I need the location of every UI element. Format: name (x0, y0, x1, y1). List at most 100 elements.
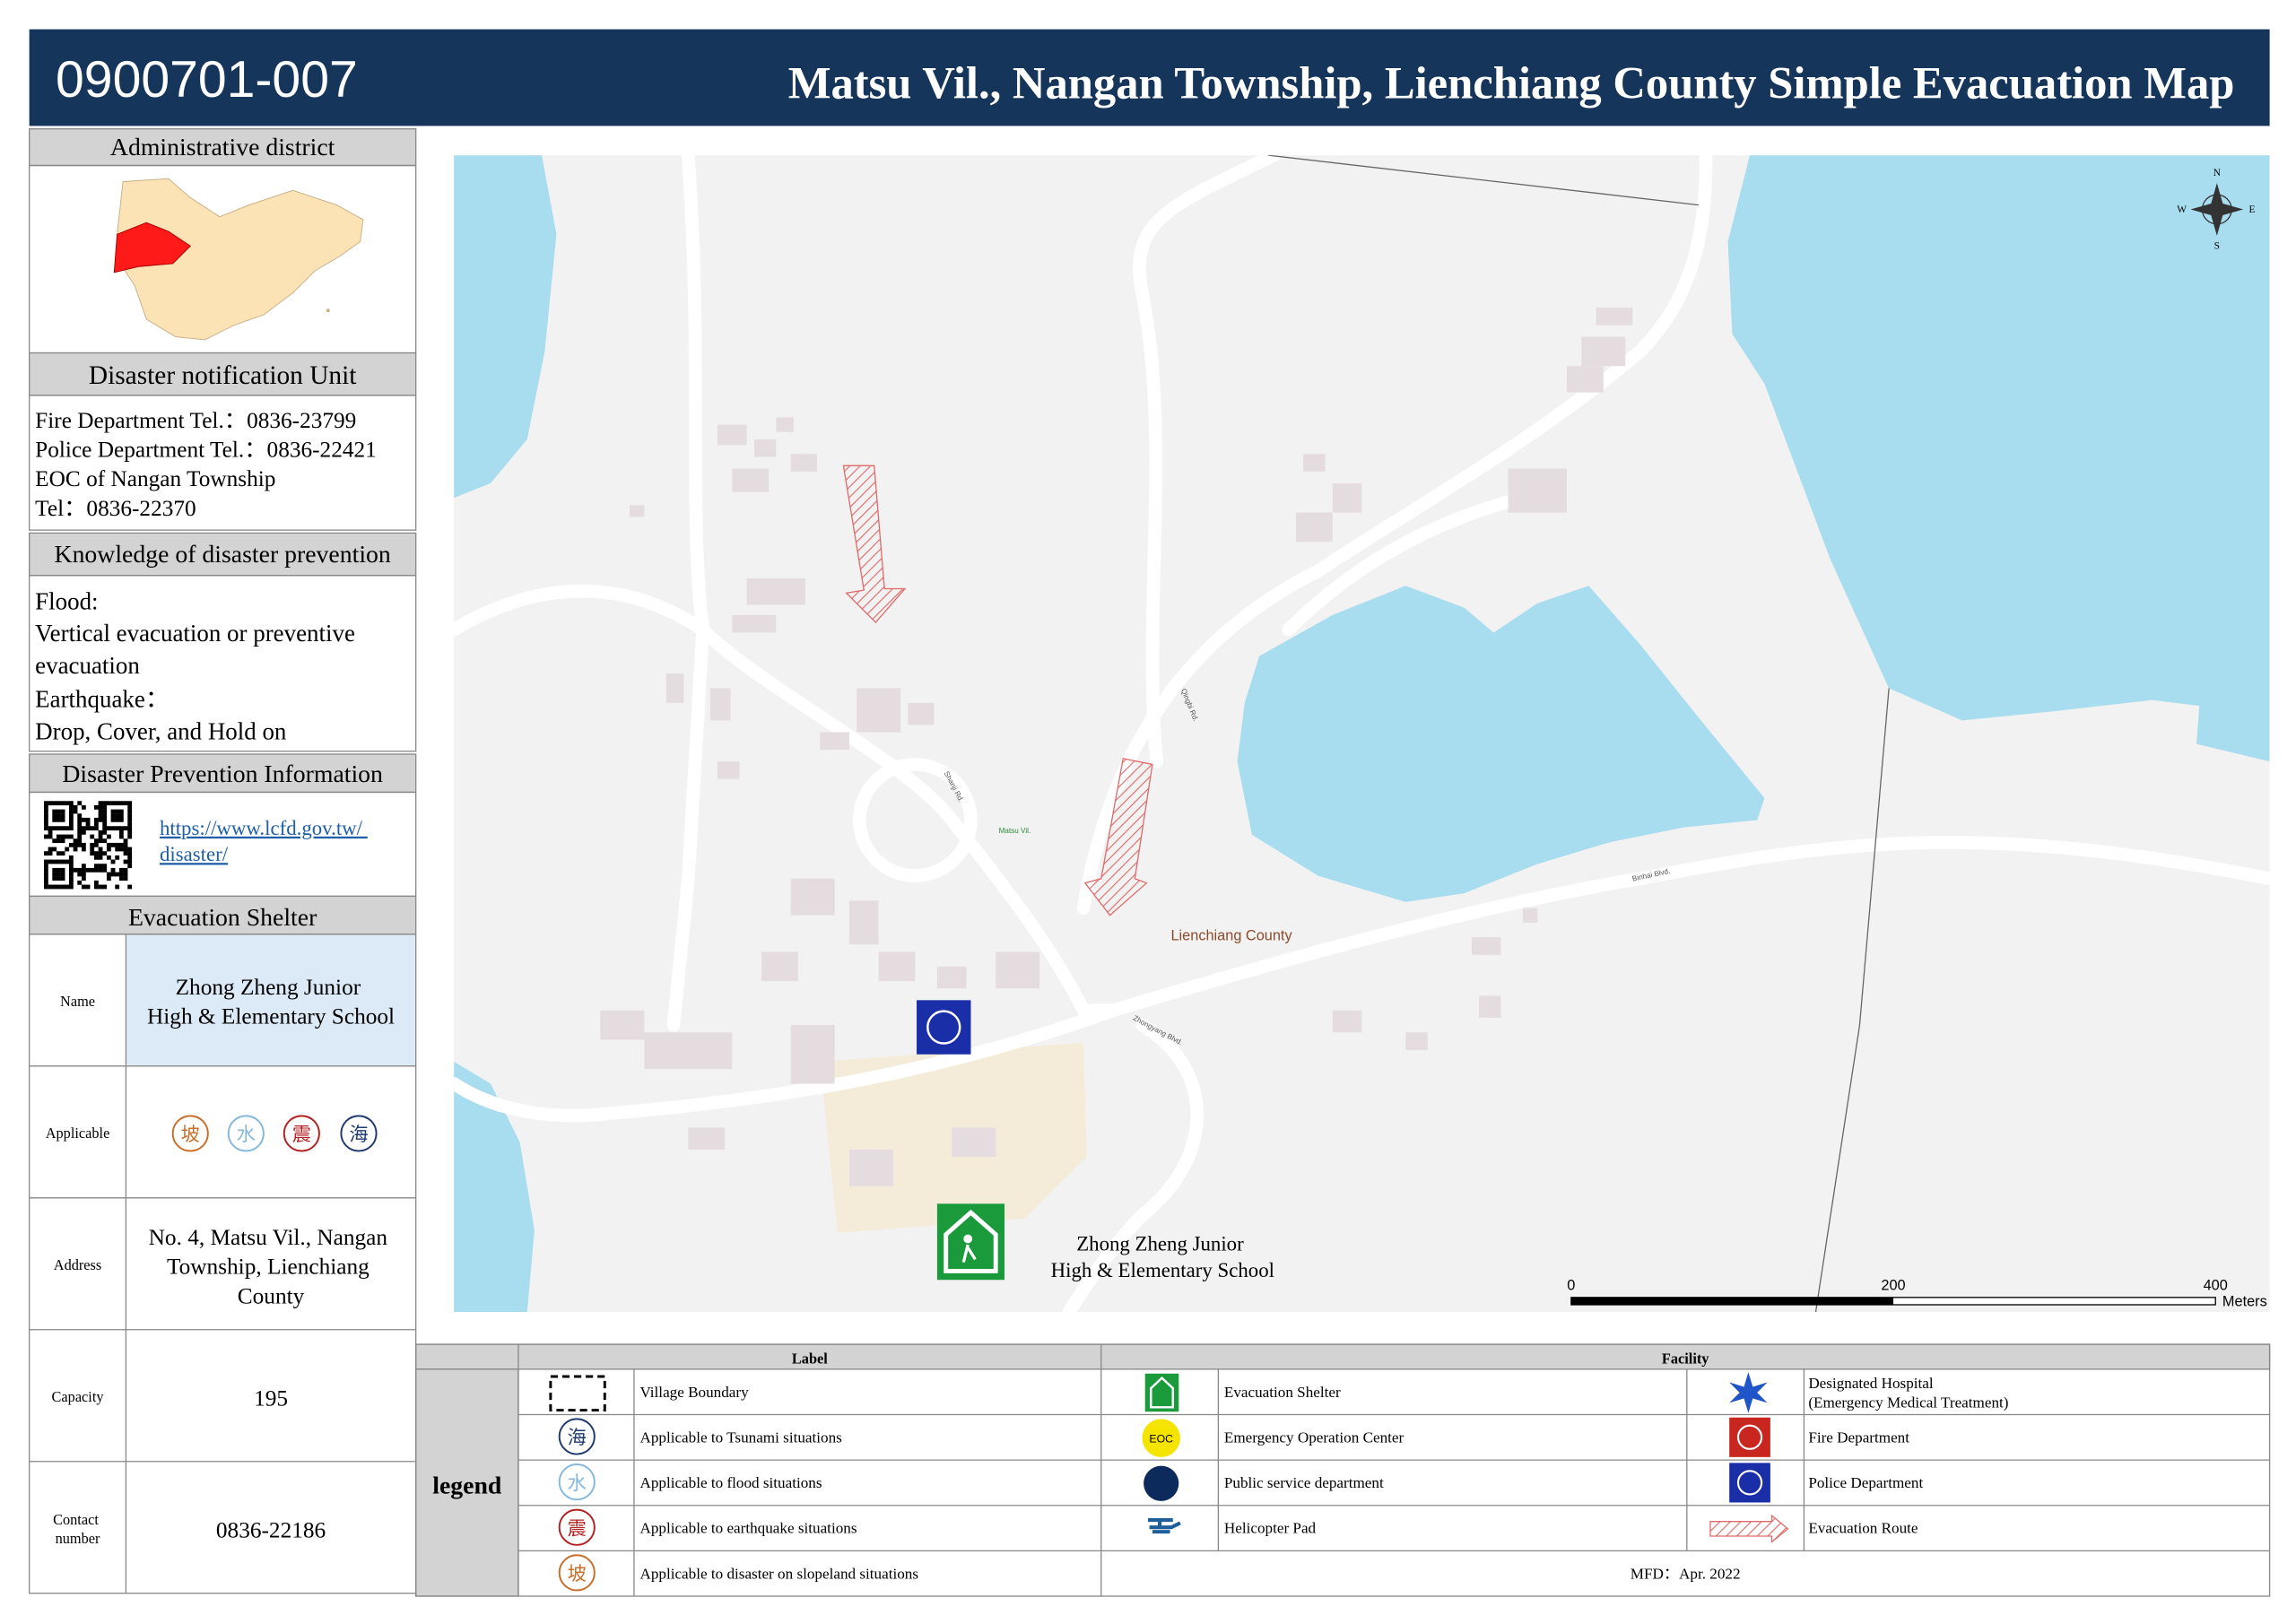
section-heading: Evacuation Shelter (128, 904, 317, 932)
icon-char: 海 (349, 1124, 368, 1145)
group (600, 307, 1633, 1186)
qr-module (85, 826, 91, 831)
qr-module (43, 884, 48, 890)
compass: N S E W (2177, 168, 2255, 252)
qr-module (73, 804, 78, 810)
qr-module (52, 847, 57, 852)
building (718, 424, 747, 446)
map-shape (1148, 1518, 1181, 1534)
qr-module (52, 884, 57, 890)
qr-module (56, 838, 61, 844)
qr-module (65, 859, 70, 864)
text-line: Zhong Zheng Junior (176, 975, 361, 1000)
qr-module (118, 813, 124, 819)
qr-module (118, 834, 124, 839)
group (1267, 155, 1890, 1313)
building (776, 417, 794, 432)
qr-module (77, 826, 83, 831)
map-shape (1570, 1297, 1894, 1306)
info-link[interactable]: https://www.lcfd.gov.tw/ disaster/ (160, 817, 368, 865)
link-line[interactable]: https://www.lcfd.gov.tw/ (160, 817, 363, 839)
qr-module (106, 847, 111, 852)
building (857, 688, 901, 733)
qr-module (110, 872, 116, 877)
qr-module (85, 821, 91, 827)
map-shape (117, 178, 364, 341)
qr-module (110, 826, 116, 831)
qr-module (115, 801, 120, 806)
qr-module (98, 851, 103, 856)
qr-module (102, 809, 108, 814)
qr-module (81, 817, 86, 822)
qr-module (110, 817, 116, 822)
map-shape (454, 1061, 535, 1313)
text-line: Township, Lienchiang (167, 1255, 370, 1280)
qr-module (65, 801, 70, 806)
map-shape (113, 221, 192, 274)
map-code: 0900701-007 (56, 51, 358, 109)
qr-module (56, 859, 61, 864)
map-shape (1736, 1470, 1763, 1496)
qr-module (56, 801, 61, 806)
qr-module (56, 809, 61, 814)
qr-module (115, 847, 120, 852)
qr-module (115, 884, 120, 890)
qr-module (43, 851, 48, 856)
qr-module (93, 884, 99, 890)
qr-module (118, 826, 124, 831)
qr-module (85, 884, 91, 890)
building (688, 1127, 726, 1150)
text-line: Vertical evacuation or preventive (35, 620, 355, 647)
building (820, 732, 849, 751)
map-shape (1727, 155, 2270, 762)
icon-char: 水 (568, 1472, 587, 1494)
qr-module (56, 826, 61, 831)
qr-module (73, 867, 78, 873)
building (1478, 995, 1501, 1018)
qr-module (81, 876, 86, 881)
legend: Label Facility legend 海 水 震 坡 Village Bo… (415, 1343, 2271, 1597)
qr-module (68, 876, 74, 881)
qr-module (123, 801, 128, 806)
text-line: High & Elementary School (147, 1003, 395, 1029)
map-shape (1150, 1376, 1174, 1409)
building (718, 761, 740, 779)
qr-module (93, 855, 99, 860)
qr-module (52, 809, 57, 814)
qr-module (68, 804, 74, 810)
building (709, 688, 731, 721)
qr-module (52, 872, 57, 877)
legend-heading: Label (792, 1350, 828, 1367)
map-shape (558, 1554, 596, 1592)
qr-module (52, 817, 57, 822)
qr-module (93, 821, 99, 827)
qr-module (110, 859, 116, 864)
qr-module (81, 867, 86, 873)
qr-module (98, 884, 103, 890)
link-line[interactable]: disaster/ (160, 843, 229, 865)
building (1471, 937, 1501, 955)
scale-unit: Meters (2222, 1294, 2267, 1310)
qr-module (56, 851, 61, 856)
qr-module (118, 801, 124, 806)
qr-module (85, 867, 91, 873)
legend-title: legend (432, 1472, 502, 1500)
qr-module (123, 851, 128, 856)
qr-module (118, 867, 124, 873)
qr-module (56, 872, 61, 877)
qr-module (115, 872, 120, 877)
qr-module (60, 867, 65, 873)
building (732, 468, 770, 492)
legend-facility: Public service department (1224, 1474, 1384, 1491)
qr-module (77, 834, 83, 839)
building (1596, 307, 1633, 326)
qr-module (118, 872, 124, 877)
row-label: Address (54, 1256, 101, 1273)
building (761, 951, 798, 982)
building (848, 900, 879, 945)
map-shape (283, 1115, 320, 1152)
qr-module (77, 817, 83, 822)
map-shape (454, 584, 710, 637)
qr-module (127, 804, 133, 810)
